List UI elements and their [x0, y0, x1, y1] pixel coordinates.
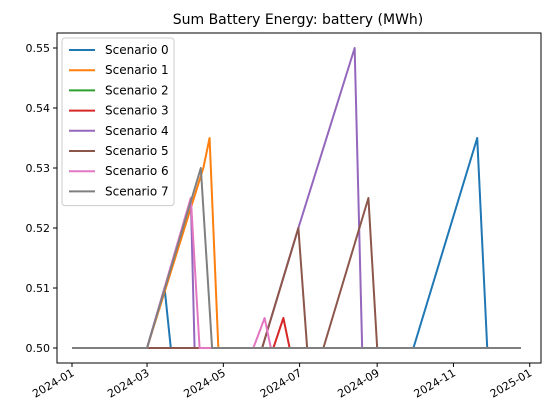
- legend-label: Scenario 7: [105, 184, 169, 198]
- plot-frame: [56, 32, 542, 364]
- legend-label: Scenario 1: [105, 63, 169, 77]
- y-tick-label: 0.50: [26, 342, 51, 355]
- series-line-scenario-7: [72, 167, 521, 349]
- legend: Scenario 0 Scenario 1 Scenario 2 Scenario 3…: [61, 37, 175, 207]
- legend-box: [61, 37, 175, 207]
- series-layer: [72, 47, 521, 349]
- y-tick-label: 0.54: [26, 102, 51, 115]
- legend-label: Scenario 5: [105, 144, 169, 158]
- chart-title: Sum Battery Energy: battery (MWh): [173, 12, 424, 28]
- legend-label: Scenario 4: [105, 124, 169, 138]
- legend-label: Scenario 3: [105, 104, 169, 118]
- y-axis: 0.50 0.51 0.52 0.53 0.54 0.55: [26, 42, 57, 355]
- y-tick-label: 0.53: [26, 162, 51, 175]
- y-tick-label: 0.52: [26, 222, 51, 235]
- legend-label: Scenario 6: [105, 164, 169, 178]
- legend-label: Scenario 0: [105, 43, 169, 57]
- y-tick-label: 0.55: [26, 42, 51, 55]
- legend-label: Scenario 2: [105, 83, 169, 97]
- y-tick-label: 0.51: [26, 282, 51, 295]
